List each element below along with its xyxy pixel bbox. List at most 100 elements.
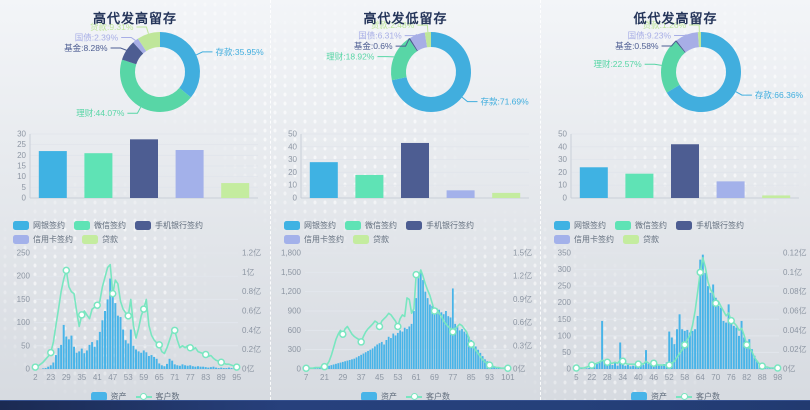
line-marker[interactable] (773, 364, 782, 372)
hist-bar[interactable] (186, 365, 189, 369)
hist-bar[interactable] (135, 349, 137, 369)
line-marker[interactable] (619, 357, 627, 366)
hist-bar[interactable] (435, 311, 438, 369)
hist-bar[interactable] (601, 320, 604, 369)
bar-贷款[interactable] (762, 195, 791, 198)
hist-bar[interactable] (52, 362, 55, 369)
hist-bar[interactable] (429, 304, 431, 369)
hist-bar[interactable] (624, 365, 627, 369)
hist-bar[interactable] (225, 368, 228, 369)
line-marker[interactable] (430, 307, 439, 315)
hist-bar[interactable] (614, 363, 617, 369)
hist-bar[interactable] (335, 363, 337, 369)
hist-bar[interactable] (49, 365, 52, 369)
legend-item-手机银行签约[interactable]: 手机银行签约 (135, 220, 203, 231)
hist-bar[interactable] (129, 329, 132, 369)
bar-微信签约[interactable] (84, 153, 113, 198)
hist-bar[interactable] (150, 355, 153, 369)
donut-slice-存款[interactable] (666, 32, 741, 113)
hist-bar[interactable] (153, 356, 156, 369)
hist-bar[interactable] (484, 359, 486, 369)
hist-bar[interactable] (730, 320, 733, 369)
hist-bar[interactable] (632, 365, 635, 369)
hist-bar[interactable] (374, 346, 376, 369)
hist-bar[interactable] (47, 366, 50, 369)
hist-bar[interactable] (676, 329, 678, 369)
hist-bar[interactable] (362, 353, 365, 369)
hist-bar[interactable] (212, 366, 215, 369)
hist-bar[interactable] (725, 322, 728, 369)
line-marker[interactable] (78, 311, 86, 319)
line-marker[interactable] (588, 361, 596, 369)
line-marker[interactable] (320, 362, 329, 371)
hist-bar[interactable] (357, 356, 360, 369)
hist-bar[interactable] (422, 280, 424, 369)
hist-bar[interactable] (332, 364, 335, 369)
hist-bar[interactable] (184, 365, 187, 369)
donut-slice-国债[interactable] (676, 32, 700, 53)
hist-bar[interactable] (634, 365, 637, 369)
hist-bar[interactable] (595, 364, 598, 369)
hist-bar[interactable] (163, 366, 166, 369)
hist-bar[interactable] (410, 323, 413, 369)
line-marker[interactable] (680, 341, 689, 349)
hist-bar[interactable] (688, 332, 691, 369)
hist-bar[interactable] (57, 348, 60, 369)
hist-bar[interactable] (458, 330, 461, 369)
hist-bar[interactable] (413, 311, 415, 369)
hist-bar[interactable] (60, 344, 63, 369)
line-marker[interactable] (47, 348, 55, 357)
hist-bar[interactable] (207, 367, 210, 369)
bar-微信签约[interactable] (355, 174, 384, 198)
hist-bar[interactable] (642, 365, 645, 369)
bar-手机银行签约[interactable] (401, 142, 429, 198)
bar-信用卡签约[interactable] (716, 181, 745, 198)
hist-bar[interactable] (647, 364, 650, 369)
bar-手机银行签约[interactable] (671, 144, 699, 198)
donut-slice-理财[interactable] (661, 41, 685, 93)
hist-bar[interactable] (479, 352, 482, 369)
donut-slice-贷款[interactable] (137, 32, 160, 52)
hist-bar[interactable] (227, 367, 230, 369)
hist-bar[interactable] (75, 352, 78, 369)
hist-bar[interactable] (704, 272, 707, 369)
hist-bar[interactable] (433, 307, 436, 369)
hist-bar[interactable] (663, 364, 666, 369)
hist-bar[interactable] (355, 357, 358, 369)
line-marker[interactable] (711, 299, 720, 308)
line-marker[interactable] (727, 316, 735, 325)
hist-bar[interactable] (337, 363, 340, 369)
hist-bar[interactable] (367, 350, 369, 369)
bar-贷款[interactable] (492, 192, 521, 198)
hist-bar[interactable] (147, 356, 150, 369)
legend-item-客户数[interactable]: 客户数 (406, 391, 450, 402)
hist-bar[interactable] (735, 327, 738, 369)
hist-bar[interactable] (376, 344, 379, 369)
hist-bar[interactable] (339, 362, 342, 369)
hist-bar[interactable] (748, 339, 751, 369)
hist-bar[interactable] (62, 324, 65, 369)
line-marker[interactable] (186, 343, 194, 352)
hist-bar[interactable] (717, 306, 720, 369)
hist-bar[interactable] (399, 330, 401, 369)
hist-bar[interactable] (344, 361, 346, 369)
legend-item-网银签约[interactable]: 网银签约 (13, 220, 65, 231)
hist-bar[interactable] (119, 317, 122, 369)
line-marker[interactable] (232, 363, 241, 371)
hist-bar[interactable] (696, 315, 699, 369)
hist-bar[interactable] (745, 344, 748, 369)
hist-bar[interactable] (655, 364, 658, 369)
hist-bar[interactable] (385, 340, 388, 369)
hist-bar[interactable] (454, 323, 457, 369)
hist-bar[interactable] (709, 292, 712, 369)
hist-bar[interactable] (468, 336, 470, 369)
hist-bar[interactable] (176, 365, 179, 369)
line-marker[interactable] (634, 360, 643, 368)
hist-bar[interactable] (220, 367, 223, 369)
hist-bar[interactable] (474, 346, 477, 369)
line-marker[interactable] (357, 338, 365, 346)
hist-bar[interactable] (155, 358, 158, 369)
hist-bar[interactable] (456, 327, 459, 369)
hist-bar[interactable] (98, 331, 101, 369)
line-marker[interactable] (603, 358, 612, 366)
